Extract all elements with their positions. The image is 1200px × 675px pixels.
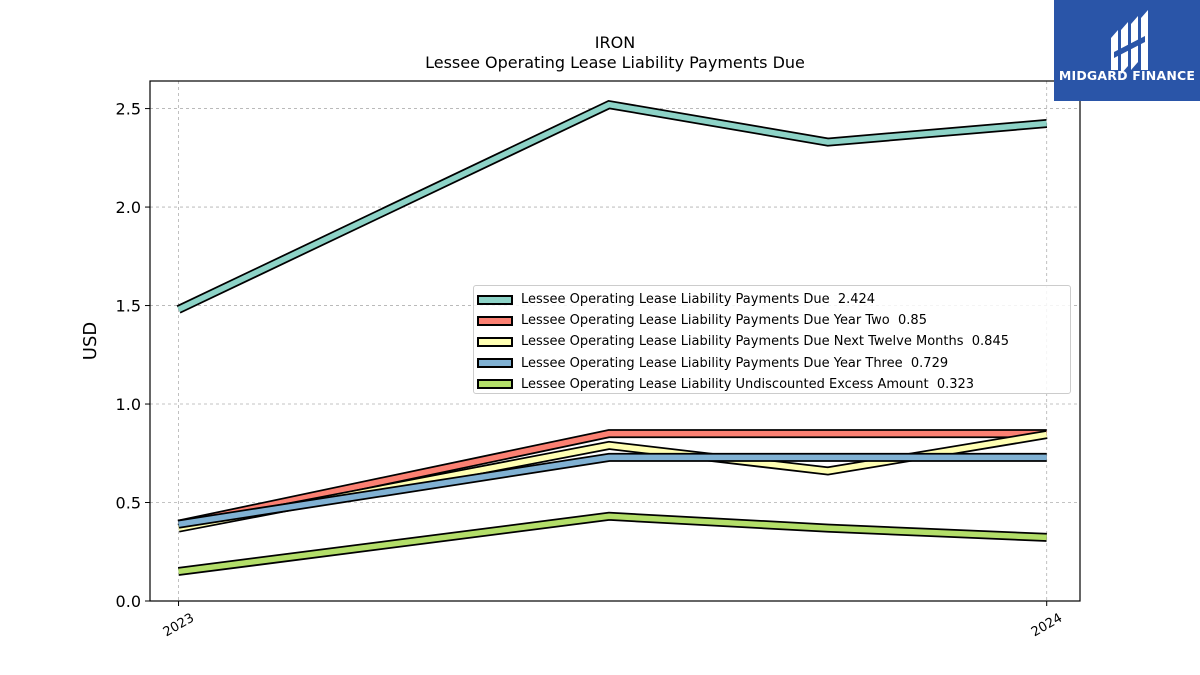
legend-swatch [477,294,513,305]
legend-series-value: 0.729 [910,355,949,371]
legend-label: Lessee Operating Lease Liability Payment… [521,334,1009,349]
legend-label: Lessee Operating Lease Liability Payment… [521,292,875,307]
legend-swatch [477,379,513,390]
legend-item: Lessee Operating Lease Liability Payment… [474,331,1070,352]
legend-item: Lessee Operating Lease Liability Payment… [474,310,1070,331]
plot-frame [149,80,1081,602]
legend-swatch [477,315,513,326]
legend-swatch [477,336,513,347]
y-axis-label: USD [80,322,101,360]
midgard-finance-logo: MIDGARD FINANCE [1054,0,1200,101]
y-tick-label: 1.5 [116,297,141,316]
y-tick-label: 0.5 [116,494,141,513]
y-tick-label: 2.0 [116,198,141,217]
legend-label: Lessee Operating Lease Liability Payment… [521,356,948,371]
legend-label: Lessee Operating Lease Liability Payment… [521,313,927,328]
legend-item: Lessee Operating Lease Liability Undisco… [474,374,1070,395]
series-line [177,101,1047,312]
legend-series-value: 0.323 [936,376,975,392]
logo-text: MIDGARD FINANCE [1058,68,1196,83]
legend-series-name: Lessee Operating Lease Liability Payment… [521,313,890,329]
legend-swatch [477,358,513,369]
y-tick-label: 0.0 [116,592,141,611]
legend-item: Lessee Operating Lease Liability Payment… [474,353,1070,374]
legend-series-value: 0.85 [898,313,927,329]
chart-subtitle: Lessee Operating Lease Liability Payment… [425,53,805,72]
legend-series-name: Lessee Operating Lease Liability Payment… [521,334,964,350]
series-outline [177,511,1047,576]
legend-series-value: 2.424 [837,292,876,308]
legend-series-name: Lessee Operating Lease Liability Payment… [521,355,903,371]
legend-series-name: Lessee Operating Lease Liability Undisco… [521,376,929,392]
legend-series-value: 0.845 [971,334,1009,350]
series-line [178,513,1047,575]
series-line [178,454,1047,527]
legend-item: Lessee Operating Lease Liability Payment… [474,289,1070,310]
x-tick-label: 2023 [161,611,197,641]
y-tick-label: 2.5 [116,100,141,119]
legend-series-name: Lessee Operating Lease Liability Payment… [521,292,830,308]
x-tick-label: 2024 [1029,611,1065,641]
series-layer [176,99,1048,576]
y-tick-label: 1.0 [116,395,141,414]
chart-title: IRON [595,33,635,52]
legend: Lessee Operating Lease Liability Payment… [473,285,1071,394]
logo-mark-icon [1111,10,1148,74]
series-line [177,430,1047,527]
legend-label: Lessee Operating Lease Liability Undisco… [521,377,974,392]
